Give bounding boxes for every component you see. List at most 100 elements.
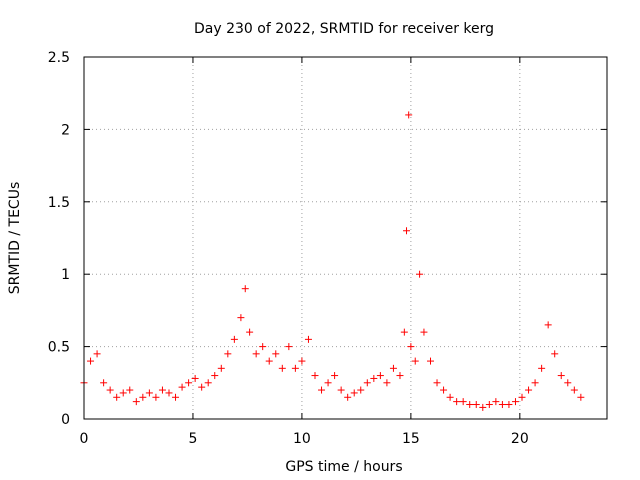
x-axis-label: GPS time / hours [285,459,402,475]
data-point [544,321,552,329]
data-point [198,383,206,391]
data-point [403,227,411,235]
data-point [100,379,108,387]
data-point [246,328,254,336]
data-point [400,328,408,336]
data-point [389,364,397,372]
data-point [259,343,267,351]
data-point [453,398,461,406]
data-point [172,393,180,401]
data-point [498,401,506,409]
data-point [272,350,280,358]
data-point [132,398,140,406]
data-point [318,386,326,394]
data-point [113,393,121,401]
data-point [479,403,487,411]
data-point [324,379,332,387]
data-point [466,401,474,409]
data-point [363,379,371,387]
data-point [291,364,299,372]
data-point [165,389,173,397]
data-point [93,350,101,358]
data-point [405,111,413,119]
data-point [538,364,546,372]
data-point [106,386,114,394]
data-point [396,372,404,380]
data-point [230,335,238,343]
data-point [241,285,249,293]
data-point [383,379,391,387]
data-point [178,383,186,391]
data-point [511,398,519,406]
data-point [158,386,166,394]
data-point [459,398,467,406]
data-point [407,343,415,351]
data-point [185,379,193,387]
data-point [152,393,160,401]
data-point [485,401,493,409]
data-point [119,389,127,397]
data-point [217,364,225,372]
y-tick-label: 2 [61,122,70,138]
data-point [557,372,565,380]
data-point [411,357,419,365]
data-point [304,335,312,343]
y-tick-label: 1 [61,267,70,283]
data-point [446,393,454,401]
data-point [126,386,134,394]
data-point [518,393,526,401]
data-point [265,357,273,365]
x-tick-label: 10 [293,431,311,447]
y-tick-label: 1.5 [48,195,70,211]
y-axis-label: SRMTID / TECUs [7,182,23,295]
data-point [570,386,578,394]
plot-border [83,56,608,420]
y-tick-label: 2.5 [48,50,70,66]
x-tick-label: 15 [402,431,420,447]
data-point [87,357,95,365]
data-point [370,374,378,382]
data-point [337,386,345,394]
data-point [145,389,153,397]
data-point [531,379,539,387]
data-point [505,401,513,409]
data-point [139,393,147,401]
grid [84,57,607,419]
x-tick-label: 5 [188,431,197,447]
data-point [285,343,293,351]
data-point [211,372,219,380]
data-point [551,350,559,358]
x-tick-label: 20 [511,431,529,447]
data-point [298,357,306,365]
data-point [344,393,352,401]
data-point [426,357,434,365]
data-point [237,314,245,322]
y-tick-label: 0 [61,412,70,428]
data-point [331,372,339,380]
data-point [350,389,358,397]
data-point [492,398,500,406]
data-point [440,386,448,394]
data-point [577,393,585,401]
y-tick-label: 0.5 [48,340,70,356]
data-markers [80,111,585,411]
data-point [433,379,441,387]
data-point [564,379,572,387]
data-point [311,372,319,380]
data-point [278,364,286,372]
data-point [252,350,260,358]
data-point [525,386,533,394]
data-point [224,350,232,358]
chart-title: Day 230 of 2022, SRMTID for receiver ker… [194,21,494,37]
axis-ticks: 0 0.5 1 1.5 2 2.5 0 5 10 15 20 [48,50,607,447]
data-point [416,270,424,278]
data-point [204,379,212,387]
x-tick-label: 0 [80,431,89,447]
data-point [420,328,428,336]
data-point [472,401,480,409]
data-point [376,372,384,380]
data-point [191,374,199,382]
data-point [357,386,365,394]
